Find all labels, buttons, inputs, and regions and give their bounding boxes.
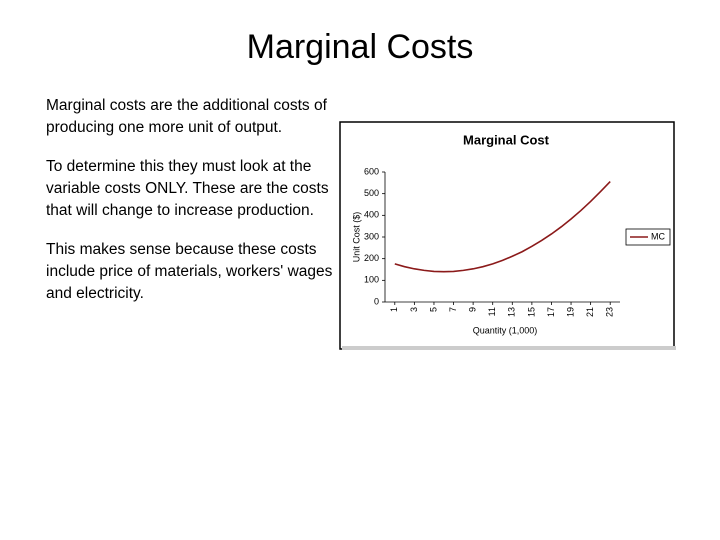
paragraph: This makes sense because these costs inc…: [46, 241, 333, 302]
x-tick-label: 13: [507, 307, 517, 317]
x-tick-label: 11: [487, 307, 497, 316]
x-tick-label: 9: [468, 307, 478, 312]
y-tick-label: 0: [374, 296, 379, 306]
x-tick-label: 15: [526, 307, 536, 317]
y-tick-label: 400: [364, 210, 379, 220]
paragraph: To determine this they must look at the …: [46, 158, 329, 219]
x-tick-label: 3: [409, 307, 419, 312]
x-tick-label: 1: [389, 307, 399, 312]
line: [394, 180, 611, 273]
chart-shadow: [342, 346, 676, 350]
slide-body: Marginal costs are the additional costs …: [46, 95, 334, 322]
legend-label: MC: [651, 231, 665, 241]
paragraph: Marginal costs are the additional costs …: [46, 97, 327, 136]
y-tick-label: 100: [364, 275, 379, 285]
x-tick-label: 21: [585, 307, 595, 317]
x-tick-label: 17: [546, 307, 556, 317]
y-tick-label: 500: [364, 188, 379, 198]
slide-title: Marginal Costs: [246, 28, 474, 66]
y-axis-label: Unit Cost ($): [351, 212, 361, 263]
y-tick-label: 200: [364, 253, 379, 263]
y-tick-label: 300: [364, 231, 379, 241]
y-tick-label: 600: [364, 166, 379, 176]
x-tick-label: 7: [448, 307, 458, 312]
x-tick-label: 5: [428, 307, 438, 312]
x-tick-label: 19: [565, 307, 575, 317]
x-tick-label: 23: [605, 307, 615, 317]
chart-title: Marginal Cost: [463, 132, 550, 147]
chart-frame: [339, 121, 675, 350]
x-axis-label: Quantity (1,000): [473, 325, 538, 335]
